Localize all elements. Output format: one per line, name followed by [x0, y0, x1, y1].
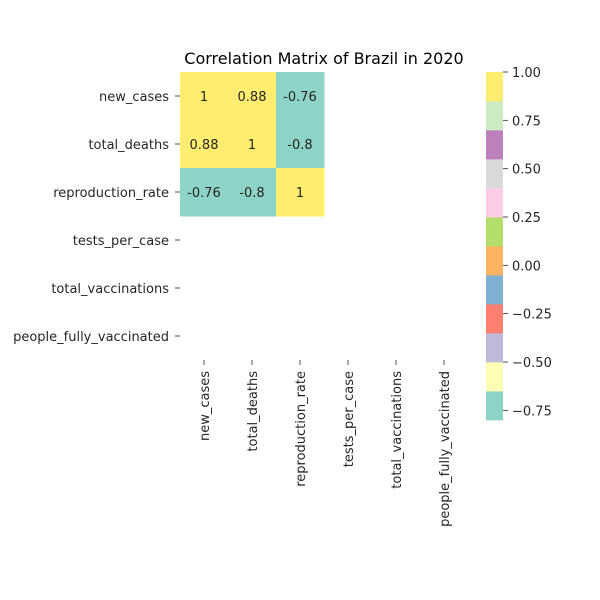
cell-annotation: 0.88	[190, 138, 219, 153]
colorbar-tick-label: 0.00	[512, 259, 541, 274]
row-label: people_fully_vaccinated	[13, 330, 169, 345]
col-labels: new_cases total_deaths reproduction_rate te…	[198, 360, 453, 527]
colorbar-tick-label: −0.25	[512, 308, 552, 323]
heatmap-cell	[276, 168, 325, 217]
heatmap-cell	[180, 72, 229, 121]
row-label: total_vaccinations	[51, 282, 169, 297]
colorbar-tick-label: 0.25	[512, 211, 541, 226]
heatmap-cell	[276, 120, 325, 169]
colorbar-segment	[486, 246, 503, 276]
col-label: tests_per_case	[342, 371, 357, 467]
colorbar-tick-label: 1.00	[512, 66, 541, 81]
heatmap-cell	[228, 72, 277, 121]
cell-annotation: 1	[296, 186, 304, 201]
col-label: reproduction_rate	[294, 371, 309, 487]
row-label: new_cases	[99, 90, 169, 105]
colorbar-tick-label: −0.75	[512, 404, 552, 419]
heatmap-cell	[228, 120, 277, 169]
colorbar-segment	[486, 188, 503, 218]
chart-title: Correlation Matrix of Brazil in 2020	[184, 49, 463, 68]
row-label: reproduction_rate	[53, 186, 169, 201]
cell-annotation: -0.76	[187, 186, 221, 201]
col-label: total_vaccinations	[390, 371, 405, 489]
cell-annotation: -0.8	[239, 186, 264, 201]
colorbar-tick-label: 0.75	[512, 114, 541, 129]
cell-annotation: 1	[248, 138, 256, 153]
row-label: tests_per_case	[73, 234, 169, 249]
colorbar-segment	[486, 101, 503, 131]
cell-annotation: -0.8	[287, 138, 312, 153]
colorbar-segment	[486, 159, 503, 189]
col-label: total_deaths	[246, 371, 261, 452]
heatmap-cell	[180, 168, 229, 217]
row-label: total_deaths	[88, 138, 169, 153]
row-labels: new_cases total_deaths reproduction_ratete…	[13, 90, 180, 345]
colorbar-tick-label: −0.50	[512, 356, 552, 371]
colorbar-segment	[486, 304, 503, 334]
colorbar-segment	[486, 217, 503, 247]
colorbar-segment	[486, 72, 503, 102]
cell-annotation: 1	[200, 90, 208, 105]
heatmap-cell	[228, 168, 277, 217]
colorbar-segment	[486, 130, 503, 160]
heatmap-cell	[180, 120, 229, 169]
colorbar-segment	[486, 362, 503, 392]
colorbar-segment	[486, 391, 503, 421]
cell-annotation: -0.76	[283, 90, 317, 105]
colorbar-tick-label: 0.50	[512, 163, 541, 178]
col-label: people_fully_vaccinated	[438, 371, 453, 527]
col-label: new_cases	[198, 371, 213, 441]
colorbar: 1.00 0.75 0.50 0.25 0.00 −0.25 −0.50 −0.75	[486, 66, 552, 421]
cell-annotations: 1 0.88 -0.76 0.88 1 -0.8 -0.76 -0.8 1	[187, 90, 317, 201]
colorbar-segment	[486, 333, 503, 363]
heatmap-cells	[180, 72, 325, 217]
cell-annotation: 0.88	[238, 90, 267, 105]
colorbar-segment	[486, 275, 503, 305]
heatmap-cell	[276, 72, 325, 121]
